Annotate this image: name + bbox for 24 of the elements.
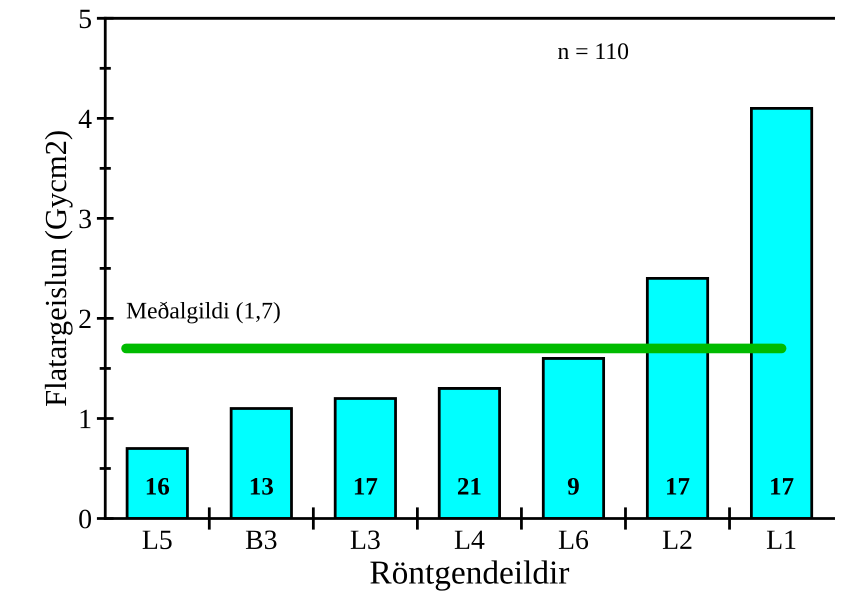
annotation: 17	[354, 478, 378, 494]
annotation: 17	[667, 478, 690, 494]
x-tick-label: L1	[766, 530, 796, 549]
x-tick-label: B3	[246, 530, 276, 550]
y-tick-label: 1	[80, 410, 90, 428]
x-tick-label: L6	[558, 530, 588, 550]
y-tick-label: 2	[79, 310, 91, 328]
y-tick-label: 5	[80, 10, 91, 28]
y-tick-label: 3	[79, 210, 91, 228]
annotation: n = 110	[558, 43, 628, 60]
annotation: 17	[771, 478, 794, 494]
annotation: 9	[568, 478, 579, 495]
y-axis-title: Flatargeislun (Gycm2)	[44, 131, 73, 406]
annotation: 13	[250, 478, 273, 495]
x-tick-label: L4	[454, 530, 484, 549]
annotation: 16	[146, 478, 170, 495]
x-tick-label: L5	[142, 530, 172, 550]
ref-line-label: Meðalgildi (1,7)	[126, 302, 280, 324]
annotation: 21	[458, 478, 481, 494]
x-axis-title: Röntgendeildir	[370, 560, 570, 591]
x-tick-label: L2	[662, 530, 692, 549]
x-tick-label: L3	[350, 530, 380, 550]
y-tick-label: 4	[78, 110, 92, 128]
y-tick-label: 0	[79, 510, 91, 528]
